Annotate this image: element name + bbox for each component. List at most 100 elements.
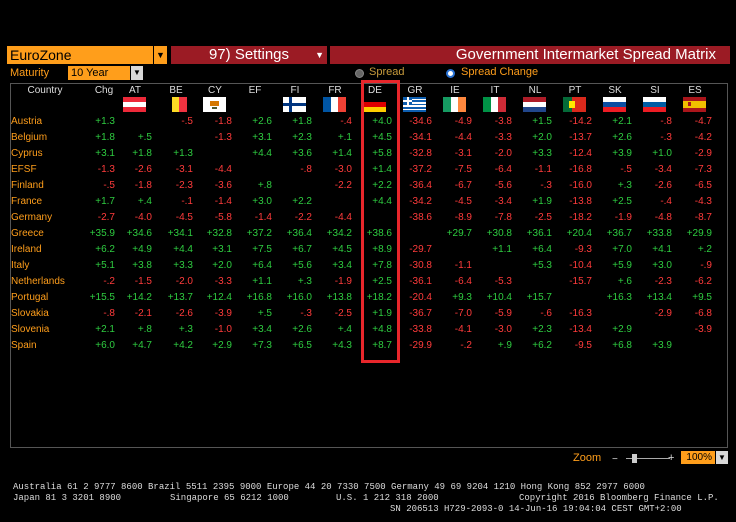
zoom-dropdown-arrow-icon[interactable]: ▼ — [716, 451, 728, 464]
matrix-cell[interactable]: +36.7 — [606, 228, 632, 239]
matrix-cell[interactable]: -6.8 — [694, 308, 712, 319]
matrix-cell[interactable]: +3.3 — [532, 148, 552, 159]
matrix-cell[interactable]: +.3 — [178, 324, 193, 335]
matrix-cell[interactable]: +38.6 — [366, 228, 392, 239]
matrix-cell[interactable]: -2.0 — [494, 148, 512, 159]
matrix-cell[interactable]: +.5 — [257, 308, 272, 319]
matrix-cell[interactable]: -3.0 — [334, 164, 352, 175]
matrix-cell[interactable]: -8.9 — [454, 212, 472, 223]
matrix-cell[interactable]: +36.4 — [286, 228, 312, 239]
matrix-cell[interactable]: -5.6 — [494, 180, 512, 191]
matrix-cell[interactable]: -.1 — [181, 196, 193, 207]
matrix-cell[interactable]: -16.8 — [569, 164, 592, 175]
matrix-cell[interactable]: +10.4 — [486, 292, 512, 303]
matrix-cell[interactable]: -3.3 — [214, 276, 232, 287]
matrix-cell[interactable]: -4.9 — [454, 116, 472, 127]
row-country-label[interactable]: Netherlands — [11, 276, 65, 287]
matrix-cell[interactable]: +1.1 — [252, 276, 272, 287]
matrix-cell[interactable]: +7.0 — [612, 244, 632, 255]
matrix-cell[interactable]: +6.4 — [252, 260, 272, 271]
matrix-cell[interactable]: +4.4 — [252, 148, 272, 159]
matrix-cell[interactable]: -36.1 — [409, 276, 432, 287]
column-header-ef[interactable]: EF — [248, 85, 262, 96]
matrix-cell[interactable]: -2.5 — [534, 212, 552, 223]
matrix-cell[interactable]: +2.6 — [612, 132, 632, 143]
matrix-cell[interactable]: +4.3 — [332, 340, 352, 351]
matrix-cell[interactable]: -32.8 — [409, 148, 432, 159]
matrix-cell[interactable]: +1.1 — [492, 244, 512, 255]
matrix-cell[interactable]: -.3 — [540, 180, 552, 191]
row-country-label[interactable]: France — [11, 196, 43, 207]
matrix-cell[interactable]: +13.8 — [326, 292, 352, 303]
matrix-cell[interactable]: +1.4 — [372, 164, 392, 175]
matrix-cell[interactable]: +.3 — [297, 276, 312, 287]
matrix-cell[interactable]: +4.5 — [332, 244, 352, 255]
matrix-cell[interactable]: -6.2 — [694, 276, 712, 287]
matrix-cell[interactable]: +.8 — [137, 324, 152, 335]
matrix-cell[interactable]: +3.1 — [252, 132, 272, 143]
matrix-cell[interactable]: -1.1 — [534, 164, 552, 175]
matrix-cell[interactable]: -16.3 — [569, 308, 592, 319]
matrix-cell[interactable]: +4.7 — [132, 340, 152, 351]
matrix-cell[interactable]: -34.1 — [409, 132, 432, 143]
matrix-cell[interactable]: -13.7 — [569, 132, 592, 143]
matrix-cell[interactable]: -.4 — [340, 116, 352, 127]
matrix-cell[interactable]: +.6 — [617, 276, 632, 287]
row-country-label[interactable]: Spain — [11, 340, 37, 351]
matrix-cell[interactable]: +6.2 — [532, 340, 552, 351]
matrix-cell[interactable]: -38.6 — [409, 212, 432, 223]
matrix-cell[interactable]: -16.0 — [569, 180, 592, 191]
matrix-cell[interactable]: +2.9 — [612, 324, 632, 335]
matrix-cell[interactable]: -.6 — [540, 308, 552, 319]
matrix-cell[interactable]: -13.8 — [569, 196, 592, 207]
matrix-cell[interactable]: -1.9 — [334, 276, 352, 287]
matrix-cell[interactable]: +2.1 — [612, 116, 632, 127]
column-header-it[interactable]: IT — [490, 85, 500, 96]
matrix-cell[interactable]: -13.4 — [569, 324, 592, 335]
matrix-cell[interactable]: -.3 — [300, 308, 312, 319]
matrix-cell[interactable]: +16.0 — [286, 292, 312, 303]
row-country-label[interactable]: Portugal — [11, 292, 49, 303]
matrix-cell[interactable]: -4.4 — [214, 164, 232, 175]
matrix-cell[interactable]: +5.6 — [292, 260, 312, 271]
matrix-cell[interactable]: -34.6 — [409, 116, 432, 127]
matrix-cell[interactable]: -1.5 — [134, 276, 152, 287]
matrix-cell[interactable]: +.2 — [697, 244, 712, 255]
matrix-cell[interactable]: +4.9 — [132, 244, 152, 255]
matrix-cell[interactable]: +.9 — [497, 340, 512, 351]
matrix-cell[interactable]: +.1 — [337, 132, 352, 143]
matrix-cell[interactable]: -4.1 — [454, 324, 472, 335]
matrix-cell[interactable]: -7.0 — [454, 308, 472, 319]
matrix-cell[interactable]: -1.3 — [214, 132, 232, 143]
country-column-header[interactable]: Country — [27, 85, 63, 96]
matrix-cell[interactable]: -6.5 — [694, 180, 712, 191]
matrix-cell[interactable]: +2.6 — [252, 116, 272, 127]
region-select[interactable]: EuroZone — [7, 46, 153, 64]
chg-column-header[interactable]: Chg — [94, 85, 114, 96]
matrix-cell[interactable]: -4.4 — [454, 132, 472, 143]
matrix-cell[interactable]: -4.2 — [694, 132, 712, 143]
matrix-cell[interactable]: +15.7 — [526, 292, 552, 303]
matrix-cell[interactable]: +.4 — [337, 324, 352, 335]
matrix-cell[interactable]: -3.1 — [454, 148, 472, 159]
matrix-cell[interactable]: -5.3 — [494, 276, 512, 287]
matrix-cell[interactable]: -2.9 — [694, 148, 712, 159]
matrix-cell[interactable]: -2.5 — [334, 308, 352, 319]
matrix-cell[interactable]: +13.4 — [646, 292, 672, 303]
matrix-cell[interactable]: +37.2 — [246, 228, 272, 239]
matrix-cell[interactable]: -4.3 — [694, 196, 712, 207]
matrix-cell[interactable]: +1.8 — [292, 116, 312, 127]
matrix-cell[interactable]: -8.7 — [694, 212, 712, 223]
matrix-cell[interactable]: +1.4 — [332, 148, 352, 159]
matrix-cell[interactable]: +5.8 — [372, 148, 392, 159]
matrix-cell[interactable]: -12.4 — [569, 148, 592, 159]
matrix-cell[interactable]: -2.3 — [175, 180, 193, 191]
matrix-cell[interactable]: -2.2 — [334, 180, 352, 191]
matrix-cell[interactable]: -3.0 — [494, 324, 512, 335]
matrix-cell[interactable]: -1.8 — [214, 116, 232, 127]
matrix-cell[interactable]: -3.4 — [654, 164, 672, 175]
matrix-cell[interactable]: -29.9 — [409, 340, 432, 351]
row-country-label[interactable]: Finland — [11, 180, 44, 191]
matrix-cell[interactable]: +5.9 — [612, 260, 632, 271]
matrix-cell[interactable]: -18.2 — [569, 212, 592, 223]
